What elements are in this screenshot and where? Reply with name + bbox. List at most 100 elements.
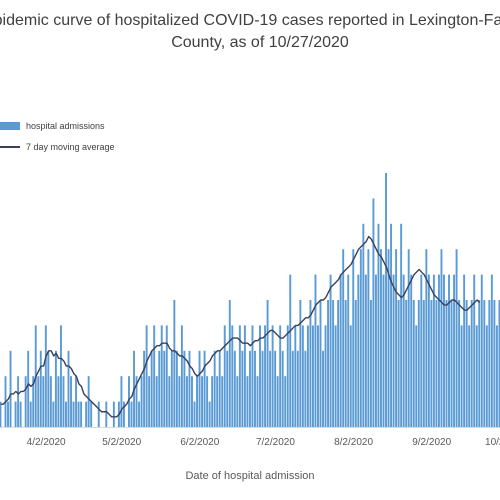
bar — [226, 350, 229, 427]
bar — [155, 376, 158, 427]
bar — [62, 376, 65, 427]
bar — [362, 223, 365, 427]
x-tick-label: 10/2/2020 — [485, 437, 500, 448]
bar — [175, 350, 178, 427]
bar — [483, 300, 486, 427]
bar — [52, 401, 55, 427]
bar — [468, 325, 471, 427]
bar — [221, 376, 224, 427]
bar — [475, 325, 478, 427]
bar — [448, 274, 450, 427]
bar — [385, 173, 387, 427]
bar — [301, 325, 304, 427]
bar — [191, 376, 193, 427]
bar — [430, 300, 433, 427]
bar — [85, 401, 88, 427]
bar — [208, 401, 211, 427]
bar — [198, 350, 201, 427]
bar — [80, 401, 83, 427]
bar — [380, 249, 382, 427]
bar — [490, 274, 493, 427]
bar — [32, 376, 35, 427]
bar — [47, 350, 50, 427]
bar — [150, 350, 153, 427]
legend-swatch-line — [0, 146, 20, 148]
bar — [138, 401, 141, 427]
bar — [450, 300, 453, 427]
bar — [284, 376, 287, 427]
bar — [259, 325, 261, 427]
bar — [407, 249, 410, 427]
bar — [405, 300, 408, 427]
bar — [294, 325, 297, 427]
bar — [145, 325, 148, 427]
bar — [19, 401, 22, 427]
bar — [485, 325, 488, 427]
bar — [238, 325, 241, 427]
bar — [322, 350, 324, 427]
bar — [135, 376, 138, 427]
bar — [463, 274, 466, 427]
bar — [279, 325, 282, 427]
bar — [165, 325, 168, 427]
bar — [105, 401, 108, 427]
bar — [9, 350, 12, 427]
bar — [256, 376, 259, 427]
bar — [488, 300, 491, 427]
bar — [160, 325, 163, 427]
bar — [183, 350, 186, 427]
bar — [440, 249, 443, 427]
bar — [327, 300, 330, 427]
bar — [203, 350, 206, 427]
bar — [392, 274, 395, 427]
bar — [44, 325, 47, 427]
legend: hospital admissions 7 day moving average — [0, 118, 200, 158]
bar — [339, 274, 342, 427]
bar — [458, 300, 461, 427]
bar — [178, 376, 181, 427]
bar — [397, 300, 400, 427]
bar — [24, 376, 27, 427]
legend-item-hospital-admissions: hospital admissions — [0, 118, 200, 134]
bar — [329, 274, 332, 427]
bar — [493, 300, 496, 427]
bar — [201, 376, 204, 427]
bar — [289, 274, 292, 427]
chart-title-line-2: County, as of 10/27/2020 — [171, 34, 349, 51]
bar — [332, 300, 335, 427]
bar — [432, 274, 435, 427]
bar — [417, 300, 420, 427]
bar — [311, 325, 314, 427]
bar — [67, 350, 70, 427]
bar — [130, 401, 133, 427]
bar — [415, 325, 418, 427]
bar — [254, 350, 256, 427]
x-tick-label: 5/2/2020 — [102, 437, 141, 448]
bar — [77, 401, 80, 427]
bar — [453, 274, 456, 427]
bar — [70, 376, 72, 427]
bar — [359, 249, 362, 427]
bar — [269, 350, 272, 427]
x-tick-label: 8/2/2020 — [334, 437, 373, 448]
x-axis-label: Date of hospital admission — [185, 470, 315, 482]
bar — [422, 300, 425, 427]
bar — [324, 325, 327, 427]
bar — [286, 325, 289, 427]
bar — [299, 300, 302, 427]
bar — [216, 376, 219, 427]
bar — [206, 376, 209, 427]
bar — [372, 198, 375, 427]
bar — [369, 300, 372, 427]
bar — [241, 350, 244, 427]
bar — [400, 223, 403, 427]
bar — [153, 325, 156, 427]
bar — [49, 376, 52, 427]
legend-label: hospital admissions — [26, 121, 105, 131]
x-tick-label: 7/2/2020 — [256, 437, 295, 448]
bar — [276, 376, 279, 427]
bar — [319, 300, 322, 427]
bar — [473, 274, 476, 427]
bar — [65, 401, 67, 427]
